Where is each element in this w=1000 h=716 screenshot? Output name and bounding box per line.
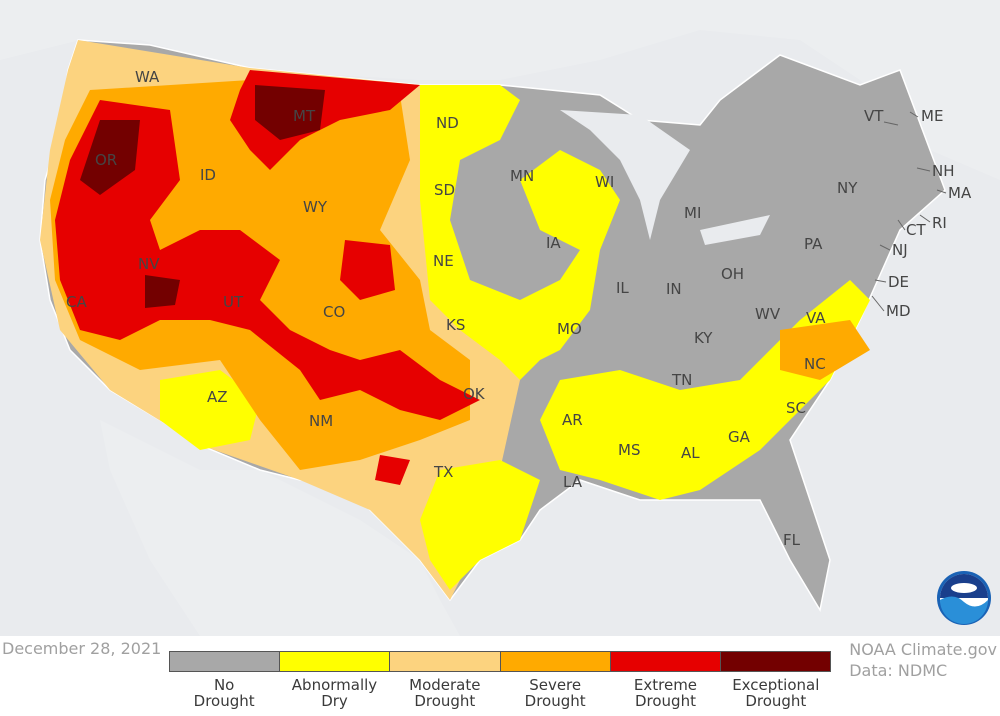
legend-label-severe-drought: Severe Drought (524, 676, 586, 710)
state-label-id: ID (200, 166, 216, 184)
legend-swatch-moderate-drought (390, 652, 501, 671)
state-label-ks: KS (446, 316, 465, 334)
state-label-or: OR (95, 151, 117, 169)
legend-label-extreme-drought: Extreme Drought (633, 676, 698, 710)
state-label-nj: NJ (892, 241, 908, 259)
state-labels: WA OR CA ID NV MT WY UT AZ CO NM ND SD N… (66, 68, 972, 549)
state-label-sc: SC (786, 399, 806, 417)
mexico-land (100, 420, 460, 636)
state-label-ny: NY (837, 179, 858, 197)
state-label-nc: NC (804, 355, 826, 373)
state-label-mt: MT (293, 107, 316, 125)
state-label-ca: CA (66, 293, 87, 311)
state-label-al: AL (681, 444, 700, 462)
state-label-ar: AR (562, 411, 583, 429)
state-label-wy: WY (303, 198, 328, 216)
severe-drought-nc (780, 320, 870, 380)
state-label-ok: OK (463, 385, 486, 403)
state-label-il: IL (616, 279, 629, 297)
abnormally-dry-texas-coast (420, 460, 540, 590)
state-label-wv: WV (755, 305, 781, 323)
great-lakes (560, 110, 690, 240)
noaa-logo (937, 571, 991, 625)
state-label-la: LA (563, 473, 583, 491)
extreme-drought-colorado (340, 240, 395, 300)
state-label-ct: CT (906, 221, 926, 239)
legend-bar (169, 651, 831, 672)
state-label-md: MD (886, 302, 911, 320)
state-label-de: DE (888, 273, 909, 291)
state-label-az: AZ (207, 388, 228, 406)
state-label-pa: PA (804, 235, 823, 253)
legend-swatch-severe-drought (500, 652, 611, 671)
legend-swatch-no-drought (170, 652, 281, 671)
state-label-sd: SD (434, 181, 455, 199)
leader-lines (871, 111, 947, 312)
state-label-nv: NV (138, 255, 160, 273)
legend-label-moderate-drought: Moderate Drought (409, 676, 481, 710)
abnormally-dry-plains (420, 85, 620, 380)
exceptional-drought-montana (255, 85, 325, 140)
state-label-vt: VT (864, 107, 884, 125)
extreme-drought-texas (375, 455, 410, 485)
map-date: December 28, 2021 (2, 639, 162, 658)
exceptional-drought-oregon (80, 120, 140, 195)
state-label-wi: WI (595, 173, 614, 191)
state-label-ia: IA (546, 234, 561, 252)
state-label-nd: ND (436, 114, 459, 132)
legend-label-exceptional-drought: Exceptional Drought (732, 676, 820, 710)
state-label-ma: MA (948, 184, 972, 202)
state-label-wa: WA (135, 68, 160, 86)
lake-erie (700, 215, 770, 245)
canada-land (0, 0, 1000, 180)
legend-swatch-abnormally-dry (280, 652, 391, 671)
state-label-in: IN (666, 280, 682, 298)
state-label-ky: KY (694, 329, 713, 347)
state-label-tn: TN (671, 371, 692, 389)
state-label-me: ME (921, 107, 943, 125)
legend-swatch-exceptional-drought (720, 652, 831, 671)
state-label-mo: MO (557, 320, 582, 338)
credit-source: NOAA Climate.gov (849, 640, 997, 659)
state-label-co: CO (323, 303, 345, 321)
extreme-drought-west (55, 100, 480, 420)
credit-data: Data: NDMC (849, 661, 948, 680)
state-label-nh: NH (932, 162, 955, 180)
footer (0, 636, 1000, 716)
state-label-ms: MS (618, 441, 640, 459)
exceptional-drought-nevada (145, 275, 180, 308)
state-label-va: VA (806, 309, 826, 327)
state-label-mi: MI (684, 204, 701, 222)
legend-label-abnormally-dry: Abnormally Dry (291, 676, 378, 710)
legend-labels: No Drought Abnormally Dry Moderate Drought … (169, 677, 831, 709)
state-label-ut: UT (223, 293, 244, 311)
state-label-mn: MN (510, 167, 534, 185)
map-area: WA OR CA ID NV MT WY UT AZ CO NM ND SD N… (0, 0, 1000, 636)
credit: NOAA Climate.gov Data: NDMC (849, 639, 997, 681)
state-label-ri: RI (932, 214, 947, 232)
state-label-fl: FL (783, 531, 801, 549)
legend-label-no-drought: No Drought (193, 676, 255, 710)
state-label-nm: NM (309, 412, 333, 430)
state-label-ne: NE (433, 252, 454, 270)
drought-map: WA OR CA ID NV MT WY UT AZ CO NM ND SD N… (0, 0, 1000, 636)
state-label-oh: OH (721, 265, 744, 283)
state-label-ga: GA (728, 428, 751, 446)
legend-swatch-extreme-drought (610, 652, 721, 671)
abnormally-dry-az (160, 370, 260, 450)
state-label-tx: TX (433, 463, 453, 481)
